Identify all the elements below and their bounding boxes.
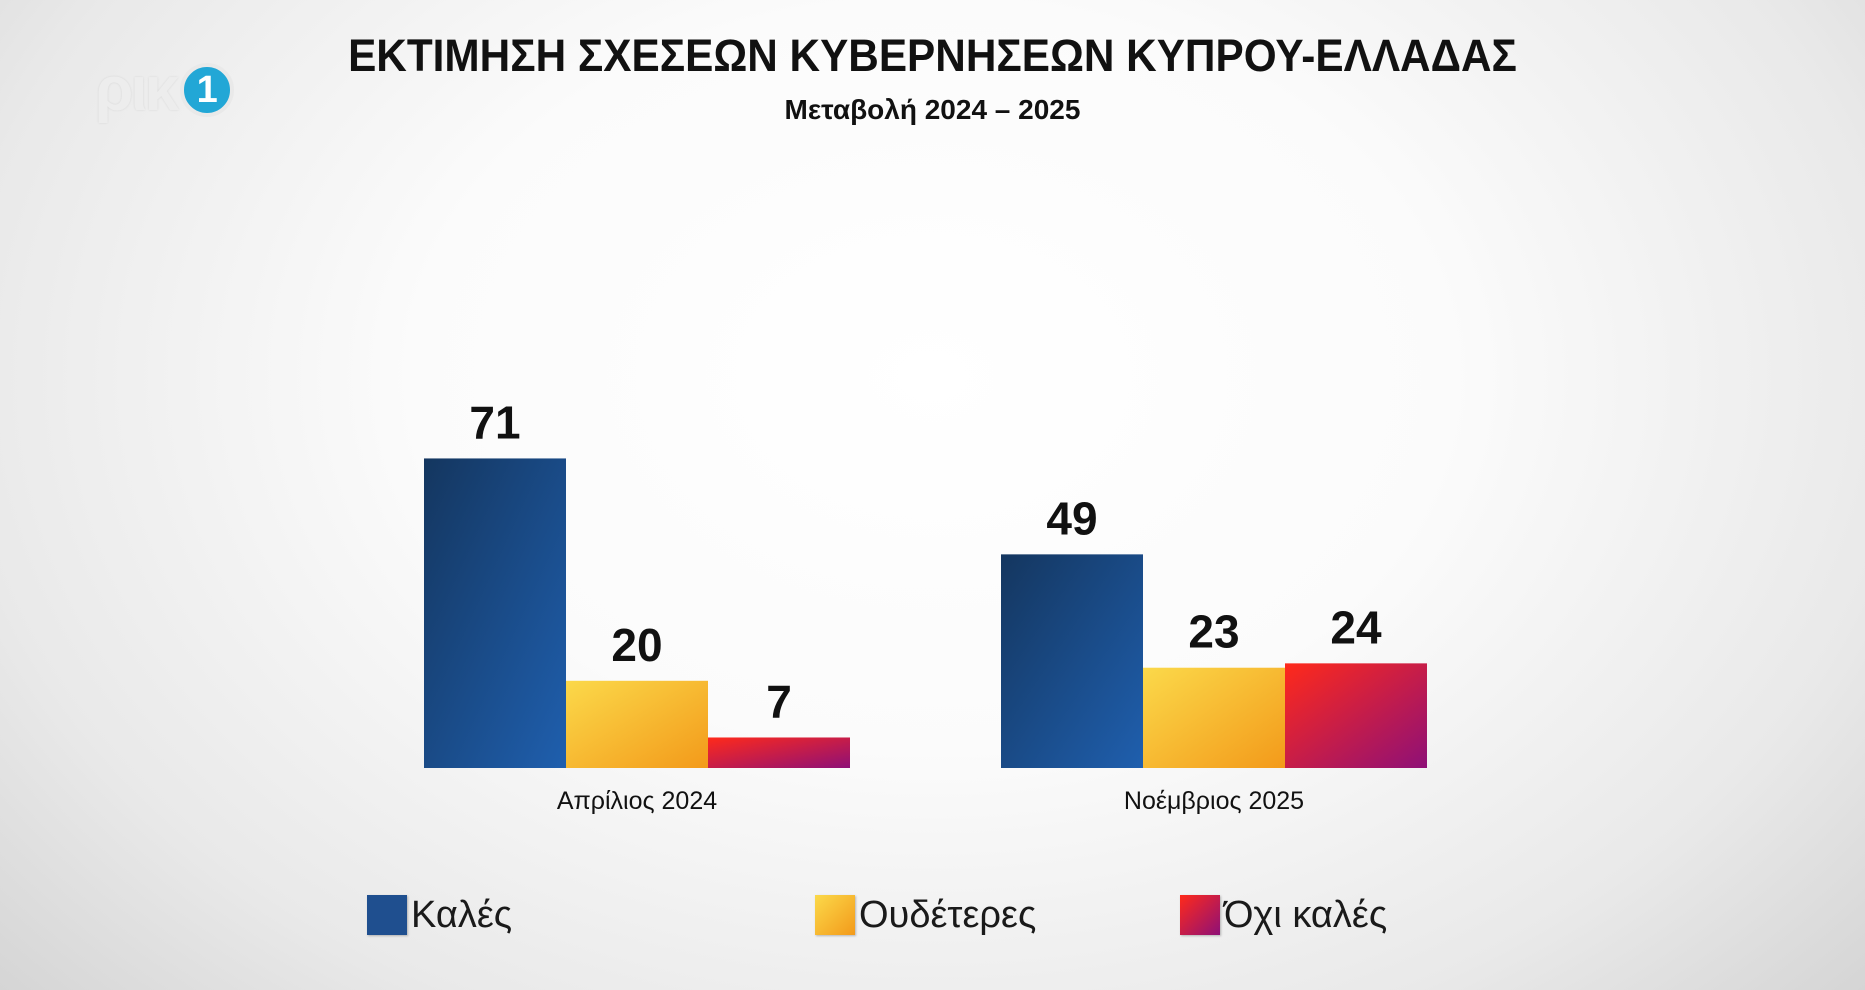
bars-layer [424, 458, 1427, 768]
bar-neutral-1 [566, 680, 708, 768]
legend-swatch-not-good [1180, 895, 1220, 935]
chart-subtitle: Μεταβολή 2024 – 2025 [784, 94, 1081, 125]
legend-item-neutral: Ουδέτερες [815, 893, 1036, 937]
value-label-good-2: 49 [1046, 492, 1097, 544]
value-label-not-good-1: 7 [766, 675, 792, 727]
category-label-2: Νοέμβριος 2025 [1124, 787, 1304, 815]
bar-not-good-1 [708, 737, 850, 768]
bar-good-1 [424, 458, 566, 768]
value-label-good-1: 71 [469, 396, 520, 448]
legend-label-neutral: Ουδέτερες [859, 893, 1037, 936]
legend-item-good: Καλές [367, 893, 512, 937]
labels-layer: 71 20 7 Απρίλιος 2024 49 23 24 Νοέμβριος 2025 [469, 396, 1382, 815]
value-label-not-good-2: 24 [1330, 601, 1382, 653]
logo-badge: 1 [180, 63, 235, 117]
legend-swatch-good [367, 895, 407, 935]
logo-text: ρικ [95, 55, 179, 124]
category-label-1: Απρίλιος 2024 [557, 787, 717, 815]
value-label-neutral-2: 23 [1188, 606, 1239, 658]
legend-item-not-good: Όχι καλές [1180, 893, 1387, 937]
rik1-logo: ρικ 1 [95, 55, 235, 124]
legend-label-good: Καλές [411, 893, 513, 936]
chart-title: ΕΚΤΙΜΗΣΗ ΣΧΕΣΕΩΝ ΚΥΒΕΡΝΗΣΕΩΝ ΚΥΠΡΟΥ-ΕΛΛΑ… [348, 30, 1517, 81]
bar-neutral-2 [1143, 667, 1285, 768]
value-label-neutral-1: 20 [611, 619, 662, 671]
legend-swatch-neutral [815, 895, 855, 935]
legend-label-not-good: Όχι καλές [1224, 893, 1388, 936]
bar-not-good-2 [1285, 663, 1427, 768]
bar-good-2 [1001, 554, 1143, 768]
